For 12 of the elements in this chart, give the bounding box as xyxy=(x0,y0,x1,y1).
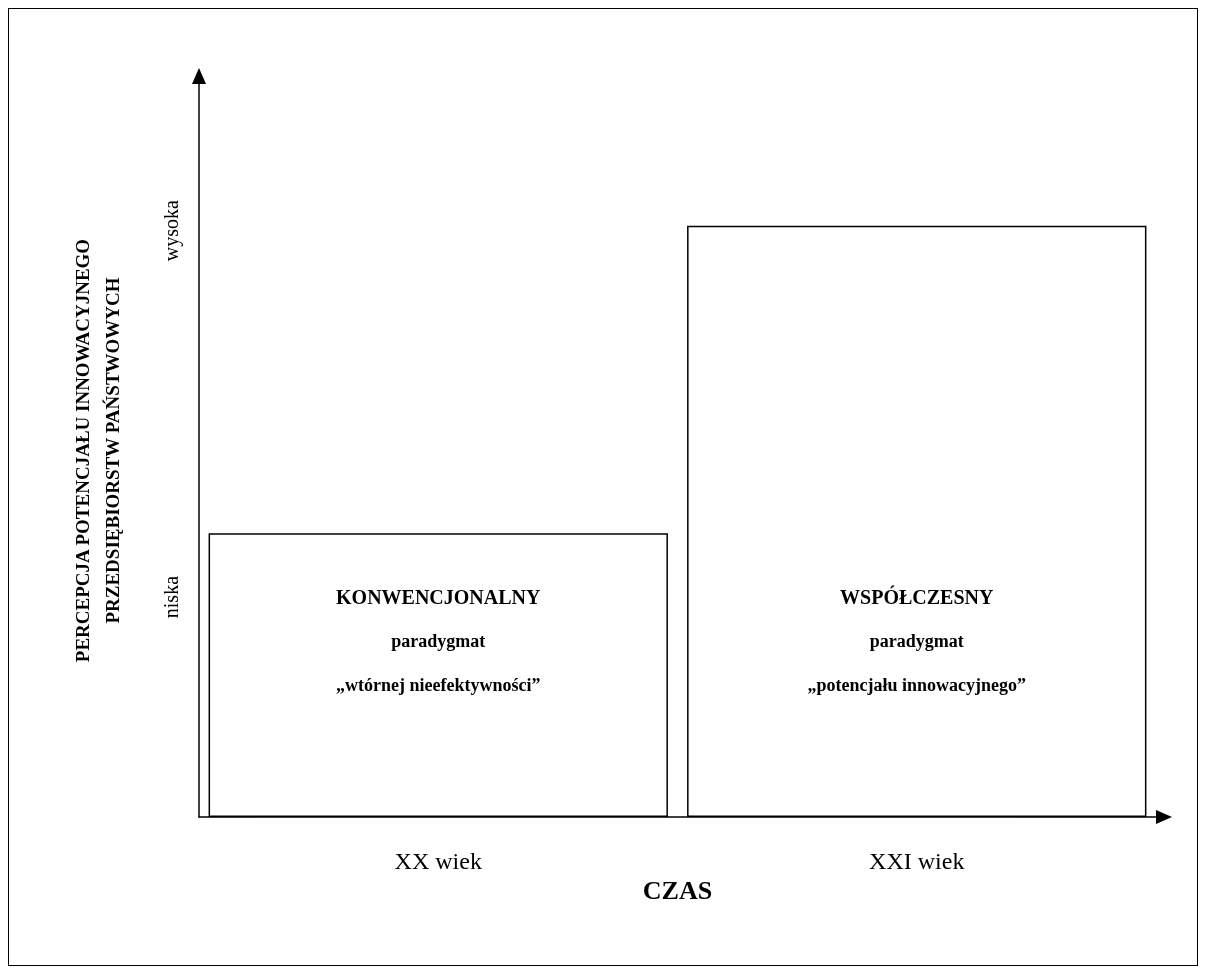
x-axis-title: CZAS xyxy=(642,876,713,906)
annotation: paradygmat xyxy=(869,631,964,652)
annotation: paradygmat xyxy=(391,631,486,652)
annotation: KONWENCJONALNY xyxy=(336,586,542,609)
text: niska xyxy=(160,575,182,619)
y-axis-title: PERCEPCJA POTENCJAŁU INNOWACYJNEGO PRZEDSIĘBIORSTW PAŃSTWOWYCH xyxy=(71,238,123,663)
text: wysoka xyxy=(160,199,183,262)
x-tick-label: XX wiek xyxy=(394,848,482,874)
annotation: „wtórnej nieefektywności” xyxy=(336,675,541,696)
x-tick-label: XXI wiek xyxy=(869,848,965,874)
annotation: WSPÓŁCZESNY xyxy=(840,585,994,609)
annotation: „potencjału innowacyjnego” xyxy=(807,675,1027,696)
